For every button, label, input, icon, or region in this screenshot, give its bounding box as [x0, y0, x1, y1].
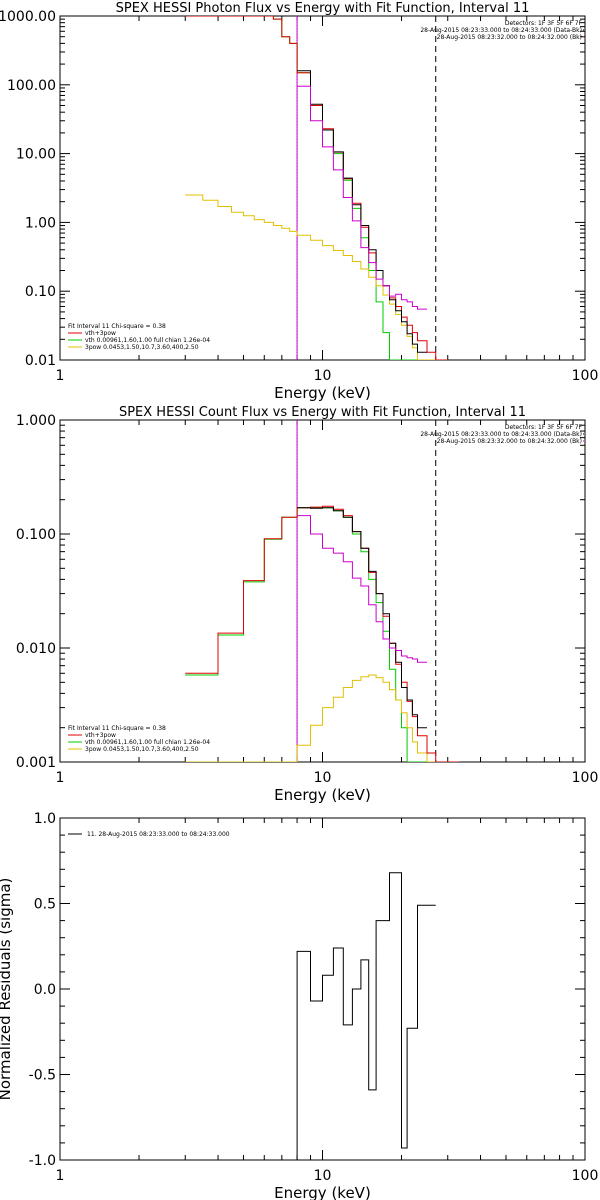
x-tick-label: 1 [56, 770, 65, 786]
y-axis-label: Normalized Residuals (sigma) [0, 878, 14, 1101]
legend-label: 3pow 0.0453,1.50,10.7,3.60,400,2.50 [85, 746, 199, 753]
series-background [297, 515, 427, 663]
legend-label: 3pow 0.0453,1.50,10.7,3.60,400,2.50 [85, 344, 199, 351]
legend-label: vth+3pow [85, 330, 116, 337]
info-line: 28-Aug-2015 08:23:32.000 to 08:24:32.000… [437, 438, 582, 445]
info-line: 28-Aug-2015 08:23:32.000 to 08:24:32.000… [437, 34, 582, 41]
y-tick-label: 1.000 [16, 413, 56, 429]
legend-header: Fit Interval 11 Chi-square = 0.38 [68, 725, 166, 732]
info-line: Detectors: 1F 3F 5F 6F 7F [505, 20, 583, 27]
series-background [297, 85, 427, 310]
x-tick-label: 1 [56, 368, 65, 384]
info-line: 28-Aug-2015 08:23:33.000 to 08:24:33.000… [420, 431, 582, 438]
data-layer [296, 872, 436, 1160]
series-residuals [296, 872, 436, 1160]
legend-label: 11. 28-Aug-2015 08:23:33.000 to 08:24:33… [87, 831, 230, 838]
x-axis-label: Energy (keV) [274, 384, 371, 402]
x-axis-label: Energy (keV) [274, 1184, 371, 1200]
y-tick-label: 0.01 [25, 353, 56, 369]
y-tick-label: 0.001 [16, 755, 56, 771]
data-layer [185, 420, 459, 762]
chart-title: SPEX HESSI Photon Flux vs Energy with Fi… [116, 1, 530, 16]
legend-label: vth 0.00961,1.60,1.00 full chian 1.26e-0… [85, 337, 210, 344]
y-tick-label: 1000.00 [0, 9, 56, 25]
x-tick-label: 1 [56, 1168, 65, 1184]
y-tick-label: 10.00 [16, 147, 56, 163]
x-tick-label: 10 [314, 368, 332, 384]
x-tick-label: 10 [314, 770, 332, 786]
info-line: 28-Aug-2015 08:23:33.000 to 08:24:33.000… [420, 27, 582, 34]
panel-3: 1 10 100 -1.0 -0.5 0.0 0.5 1.0 Energy (keV) Norma… [0, 811, 598, 1200]
y-tick-label: -1.0 [29, 1153, 56, 1169]
info-line: Detectors: 1F 3F 5F 6F 7F [505, 424, 583, 431]
x-tick-label: 100 [572, 368, 599, 384]
series-data [297, 70, 427, 353]
panel-1: SPEX HESSI Photon Flux vs Energy with Fi… [0, 1, 598, 402]
y-tick-label: 100.00 [7, 78, 56, 94]
series-vth [185, 16, 448, 360]
y-tick-label: 1.0 [34, 811, 56, 827]
y-tick-label: 0.10 [25, 284, 56, 300]
legend-label: vth+3pow [85, 732, 116, 739]
series-data [297, 507, 427, 729]
panel-2: SPEX HESSI Count Flux vs Energy with Fit… [16, 405, 598, 804]
legend-header: Fit Interval 11 Chi-square = 0.38 [68, 323, 166, 330]
y-tick-label: 0.5 [34, 897, 56, 913]
y-tick-label: -0.5 [29, 1068, 56, 1084]
y-tick-label: 0.100 [16, 527, 56, 543]
plot-frame [59, 15, 586, 361]
series-3pow [185, 674, 459, 762]
x-tick-label: 10 [314, 1168, 332, 1184]
x-tick-label: 100 [572, 1168, 599, 1184]
series-3pow [185, 194, 448, 360]
x-tick-label: 100 [572, 770, 599, 786]
x-axis-label: Energy (keV) [274, 786, 371, 804]
y-tick-label: 0.0 [34, 982, 56, 998]
series-vth+3pow [185, 16, 448, 360]
data-layer [185, 16, 448, 360]
y-tick-label: 1.00 [25, 215, 56, 231]
y-tick-label: 0.010 [16, 641, 56, 657]
legend-label: vth 0.00961,1.60,1.00 full chian 1.26e-0… [85, 739, 210, 746]
chart-title: SPEX HESSI Count Flux vs Energy with Fit… [119, 405, 526, 420]
